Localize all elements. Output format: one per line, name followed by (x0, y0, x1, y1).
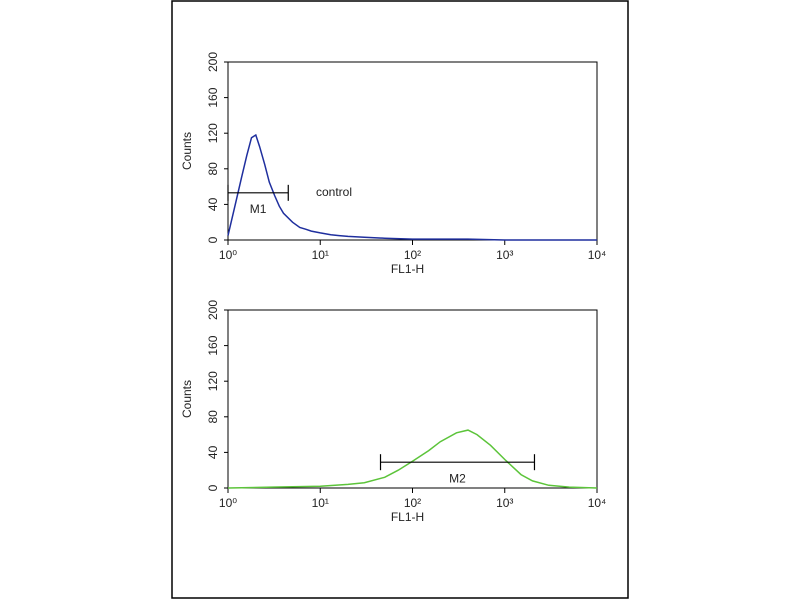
y-tick-label: 120 (206, 123, 220, 143)
x-tick-label: 10² (404, 248, 421, 262)
x-axis-label: FL1-H (391, 262, 424, 276)
y-tick-label: 0 (206, 236, 220, 243)
y-tick-label: 120 (206, 371, 220, 391)
y-tick-label: 200 (206, 52, 220, 72)
histogram-line (227, 429, 598, 489)
y-tick-label: 40 (206, 197, 220, 211)
x-tick-label: 10⁴ (588, 248, 607, 262)
x-tick-label: 10¹ (312, 248, 329, 262)
annotation: control (316, 185, 352, 199)
x-tick-label: 10⁰ (219, 248, 237, 262)
x-tick-label: 10³ (496, 248, 513, 262)
y-tick-label: 40 (206, 445, 220, 459)
x-tick-label: 10⁰ (219, 496, 237, 510)
y-tick-label: 160 (206, 335, 220, 355)
y-axis-label: Counts (180, 380, 194, 418)
frame (171, 0, 629, 599)
marker-label: M1 (250, 202, 267, 216)
y-axis-label: Counts (180, 132, 194, 170)
x-tick-label: 10² (404, 496, 421, 510)
y-tick-label: 0 (206, 484, 220, 491)
x-tick-label: 10³ (496, 496, 513, 510)
x-tick-label: 10⁴ (588, 496, 607, 510)
y-tick-label: 80 (206, 410, 220, 424)
y-tick-label: 160 (206, 87, 220, 107)
marker-label: M2 (449, 471, 466, 485)
x-axis-label: FL1-H (391, 510, 424, 524)
histogram-line (227, 133, 597, 241)
y-tick-label: 200 (206, 300, 220, 320)
x-tick-label: 10¹ (312, 496, 329, 510)
y-tick-label: 80 (206, 162, 220, 176)
